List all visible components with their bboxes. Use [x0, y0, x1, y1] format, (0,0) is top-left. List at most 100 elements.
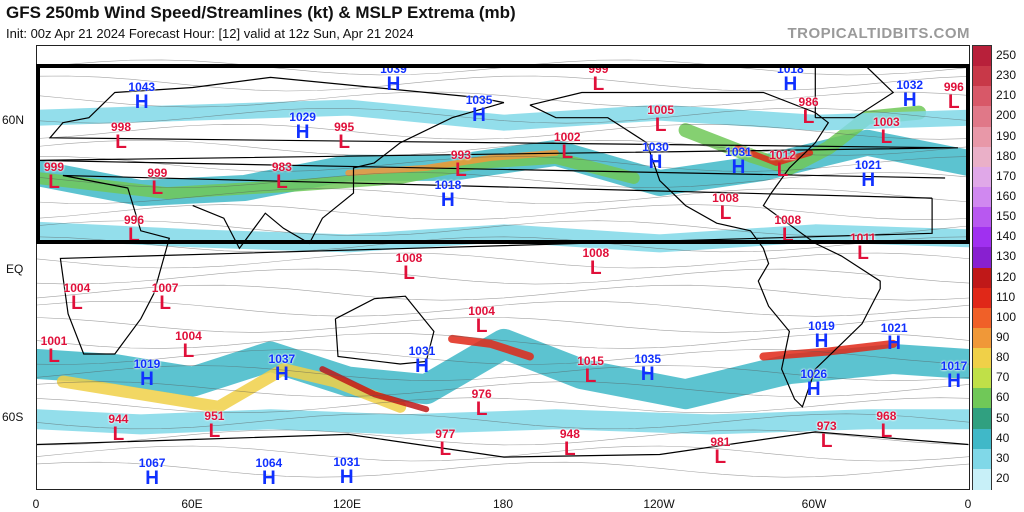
coastline-5 — [814, 66, 895, 119]
pressure-value: 993 — [450, 147, 471, 162]
colorbar-segment — [973, 227, 991, 249]
low-symbol: L — [276, 172, 288, 194]
pressure-value: 1007 — [151, 281, 179, 296]
pressure-value: 1003 — [873, 115, 900, 130]
pressure-value: 996 — [943, 80, 964, 95]
high-symbol: H — [441, 190, 455, 212]
colorbar-label: 140 — [996, 229, 1017, 244]
low-symbol: L — [48, 172, 60, 194]
streamline — [37, 188, 969, 204]
low-pressure-center: 993 L — [444, 149, 478, 180]
colorbar-label: 40 — [996, 430, 1010, 445]
streamline — [37, 381, 969, 397]
high-symbol: H — [648, 152, 663, 174]
high-pressure-center: 1067 H — [135, 457, 169, 488]
low-pressure-center: 999 L — [140, 167, 174, 198]
high-symbol: H — [814, 330, 829, 352]
high-pressure-center: 1043 H — [125, 81, 159, 112]
low-pressure-center: 1008 L — [579, 247, 613, 278]
streamline — [37, 349, 969, 365]
high-symbol: H — [145, 468, 159, 489]
colorbar-label: 230 — [996, 68, 1017, 83]
high-pressure-center: 1029 H — [286, 111, 320, 142]
pressure-value: 1064 — [255, 456, 283, 470]
low-pressure-center: 948 L — [553, 428, 587, 459]
low-pressure-center: 1015 L — [574, 355, 608, 386]
colorbar-segment — [973, 307, 991, 329]
coastline-4 — [529, 91, 881, 408]
high-symbol: H — [415, 356, 429, 377]
highlight-box — [36, 64, 970, 244]
low-symbol: L — [781, 225, 794, 247]
streamline — [37, 365, 969, 381]
streamline — [37, 204, 969, 220]
streamline — [37, 236, 969, 253]
pressure-value: 976 — [471, 386, 492, 401]
low-symbol: L — [584, 366, 597, 388]
pressure-value: 1002 — [553, 130, 581, 145]
low-pressure-center: 1002 L — [550, 131, 584, 162]
low-symbol: L — [654, 114, 667, 136]
colorbar-label: 100 — [996, 309, 1017, 324]
high-pressure-center: 1021 H — [851, 159, 885, 190]
colorbar-segment — [973, 86, 991, 108]
low-pressure-center: 996 L — [937, 80, 969, 112]
low-symbol: L — [475, 398, 488, 420]
low-pressure-center: 981 L — [703, 436, 737, 467]
low-pressure-center: 999 L — [37, 161, 71, 192]
colorbar-segment — [973, 348, 991, 370]
colorbar-label: 200 — [996, 108, 1017, 123]
jet-band-7 — [319, 366, 430, 413]
high-symbol: H — [806, 378, 821, 400]
streamline — [37, 317, 969, 333]
colorbar-label: 130 — [996, 249, 1017, 264]
jet-band-11 — [37, 221, 969, 253]
low-symbol: L — [115, 132, 127, 154]
wind-speed-colorbar — [972, 45, 992, 490]
low-pressure-center: 1004 L — [465, 305, 499, 336]
low-symbol: L — [592, 74, 605, 96]
pressure-value: 1035 — [465, 92, 493, 107]
high-pressure-center: 1031 H — [405, 345, 439, 376]
low-pressure-center: 1001 L — [37, 335, 71, 366]
high-pressure-center: 1031 H — [330, 456, 364, 487]
pressure-value: 1031 — [333, 454, 361, 469]
streamline — [37, 284, 969, 301]
pressure-value: 981 — [710, 434, 731, 449]
pressure-value: 968 — [876, 409, 897, 424]
colorbar-label: 210 — [996, 88, 1017, 103]
streamline — [37, 156, 969, 172]
high-pressure-center: 1035 H — [631, 353, 665, 384]
low-symbol: L — [857, 242, 869, 264]
pressure-value: 996 — [123, 213, 144, 228]
low-symbol: L — [802, 107, 815, 129]
low-pressure-center: 976 L — [465, 388, 499, 419]
pressure-value: 1026 — [800, 366, 828, 381]
brand-watermark: TROPICALTIDBITS.COM — [787, 25, 970, 42]
jet-band-2 — [345, 149, 559, 176]
high-pressure-center: 1019 H — [130, 358, 164, 389]
streamline — [37, 220, 969, 237]
streamline — [37, 140, 969, 156]
map-subtitle: Init: 00z Apr 21 2024 Forecast Hour: [12… — [6, 26, 414, 41]
colorbar-segment — [973, 207, 991, 229]
colorbar-label: 80 — [996, 350, 1010, 365]
pressure-value: 999 — [147, 165, 168, 180]
low-pressure-center: 986 L — [792, 96, 826, 127]
low-symbol: L — [128, 225, 140, 247]
high-symbol: H — [947, 371, 961, 393]
high-symbol: H — [386, 74, 401, 96]
low-pressure-center: 1008 L — [709, 192, 743, 223]
colorbar-segment — [973, 186, 991, 208]
colorbar-segment — [973, 66, 991, 88]
colorbar-label: 70 — [996, 370, 1010, 385]
pressure-value: 999 — [43, 160, 65, 175]
low-pressure-center: 951 L — [197, 410, 231, 441]
streamline — [37, 301, 969, 317]
high-symbol: H — [275, 363, 289, 385]
pressure-value: 1012 — [769, 147, 796, 162]
pressure-value: 1029 — [289, 110, 316, 125]
pressure-value: 1032 — [896, 77, 924, 92]
colorbar-segment — [973, 106, 991, 128]
low-symbol: L — [880, 421, 893, 443]
